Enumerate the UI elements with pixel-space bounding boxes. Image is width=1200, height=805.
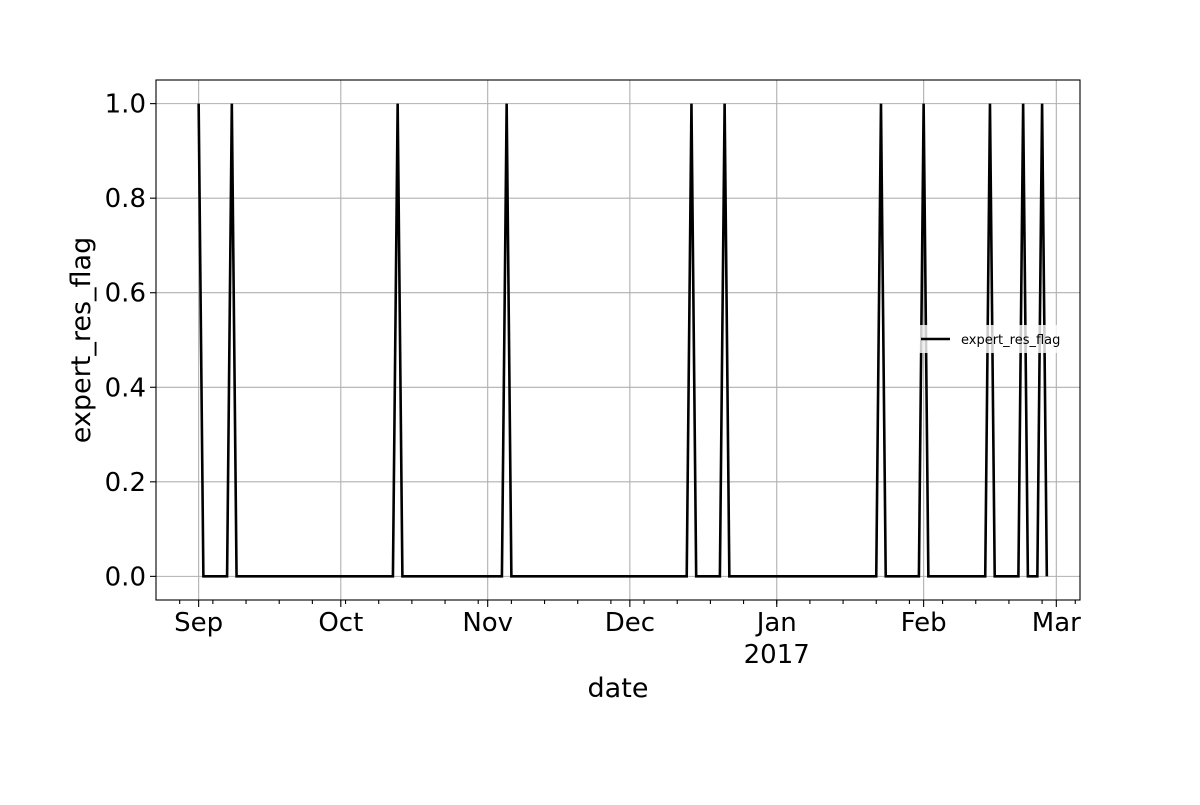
x-axis-title: date	[588, 673, 649, 704]
x-tick-sublabel: 2017	[744, 640, 810, 670]
y-tick-label: 0.2	[105, 468, 146, 498]
y-tick-label: 0.4	[105, 373, 146, 403]
x-tick-label: Feb	[901, 608, 947, 638]
x-tick-label: Dec	[605, 608, 655, 638]
y-tick-label: 0.6	[105, 279, 146, 309]
axes-frame	[155, 79, 1081, 601]
legend-label: expert_res_flag	[961, 333, 1060, 348]
y-tick-label: 0.0	[105, 562, 146, 592]
x-tick-label: Oct	[318, 608, 363, 638]
y-tick-label: 0.8	[105, 184, 146, 214]
plot-area	[197, 103, 1049, 578]
y-axis: 0.0 0.2 0.4 0.6 0.8 1.0	[105, 90, 156, 592]
x-tick-label: Sep	[174, 608, 223, 638]
x-tick-label: Mar	[1032, 608, 1081, 638]
x-tick-label: Jan	[755, 608, 797, 638]
legend: expert_res_flag	[912, 325, 1072, 353]
series-line	[197, 103, 1049, 578]
y-axis-title: expert_res_flag	[66, 237, 97, 443]
x-tick-label: Nov	[462, 608, 513, 638]
y-tick-label: 1.0	[105, 90, 146, 120]
